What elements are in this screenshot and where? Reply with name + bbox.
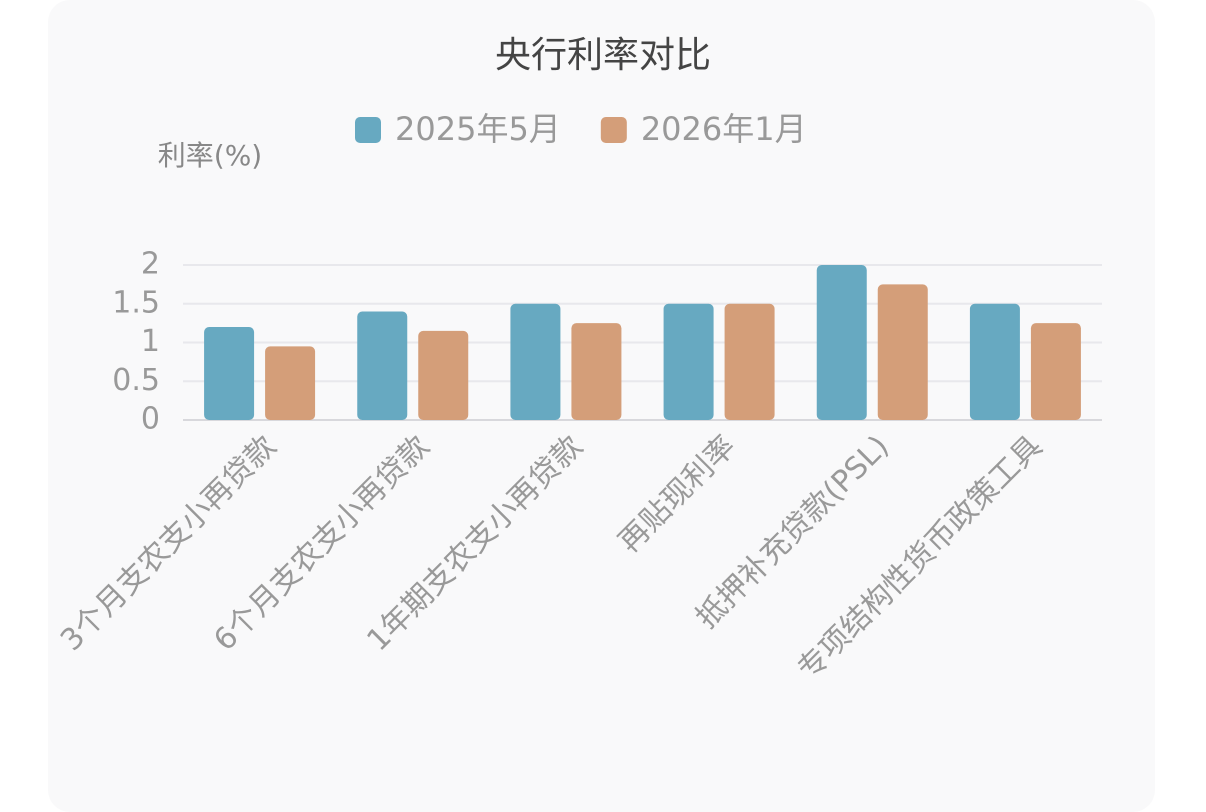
bar	[969, 303, 1020, 420]
y-tick-label: 1.5	[112, 285, 160, 320]
y-axis-label: 利率(%)	[158, 139, 262, 172]
y-tick-label: 0	[141, 402, 160, 437]
bar	[1030, 323, 1081, 420]
bar	[663, 303, 714, 420]
legend-swatch	[600, 117, 627, 143]
legend-label: 2026年1月	[641, 110, 807, 148]
chart: 央行利率对比 利率(%) 2025年5月 2026年1月00.511.523个月支…	[54, 35, 1102, 687]
bar	[877, 284, 928, 420]
x-tick-label: 专项结构性货币政策工具	[791, 429, 1049, 687]
legend-swatch	[355, 117, 381, 143]
x-tick-label: 再贴现利率	[612, 429, 743, 560]
y-tick-label: 2	[141, 247, 160, 282]
chart-title: 央行利率对比	[495, 35, 711, 76]
bar	[357, 311, 408, 420]
y-tick-label: 1	[141, 324, 160, 359]
y-tick-label: 0.5	[112, 363, 160, 398]
legend-label: 2025年5月	[395, 110, 561, 148]
bar	[510, 303, 561, 420]
bar	[265, 346, 316, 420]
card: 央行利率对比 利率(%) 2025年5月 2026年1月 0 0.5 1 1.5 2 3个月支…	[48, 0, 1155, 812]
bar	[204, 327, 255, 420]
bar	[816, 265, 867, 420]
bar	[571, 323, 622, 420]
bar	[418, 330, 469, 420]
bar	[724, 303, 775, 420]
